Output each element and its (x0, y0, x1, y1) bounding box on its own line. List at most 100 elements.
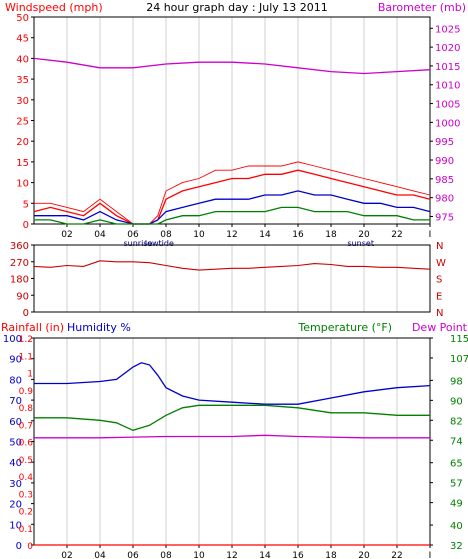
humidity-ytick-label: 80 (9, 375, 22, 386)
rain-ytick-label: 0.9 (19, 387, 34, 397)
temperature-axis-label: Temperature (°F) (297, 321, 392, 334)
series-low (34, 206, 430, 225)
temperature-ytick-label: 82 (450, 416, 463, 427)
temperature-ytick-label: 32 (450, 541, 463, 552)
wind-xtick-label: 20 (358, 230, 370, 240)
wind-xtick-label: 04 (94, 230, 106, 240)
wind-ytick-label: 40 (16, 54, 29, 65)
baro-ytick-label: 1005 (435, 100, 460, 111)
humidity-ytick-label: 90 (9, 355, 22, 366)
rain-ytick-label: 0.6 (19, 439, 34, 449)
rain-ytick-label: 1.1 (19, 352, 33, 362)
rain-ytick-label: 1.2 (19, 335, 33, 345)
chart-title: 24 hour graph day : July 13 2011 (146, 1, 328, 14)
rainfall-axis-label: Rainfall (in) (1, 321, 64, 334)
compass-label: S (436, 275, 442, 286)
compass-label: E (436, 291, 442, 302)
wind-ytick-label: 5 (23, 199, 29, 210)
temperature-ytick-label: 107 (450, 354, 468, 365)
wind-xtick-label: 16 (292, 230, 304, 240)
wind-xtick-label: 10 (193, 230, 205, 240)
temperature-ytick-label: 57 (450, 479, 463, 490)
baro-ytick-label: 1010 (435, 81, 460, 92)
temperature-ytick-label: 65 (450, 459, 463, 470)
humidity-xtick-label: 02 (61, 551, 72, 559)
humidity-xtick-label: 06 (127, 551, 139, 559)
humidity-ytick-label: 10 (9, 520, 22, 531)
baro-ytick-label: 985 (435, 175, 454, 186)
dewpoint-axis-label: Dew Point (412, 321, 468, 334)
humidity-xtick-label: 20 (358, 551, 370, 559)
rain-ytick-label: 0.3 (19, 490, 33, 500)
compass-label: W (436, 258, 446, 269)
wind-ytick-label: 10 (16, 179, 29, 190)
series-windspeed-mph- (33, 169, 431, 225)
wind-xtick-label: 12 (226, 230, 237, 240)
wind-ytick-label: 50 (16, 13, 29, 24)
humidity-xtick-label: 08 (160, 551, 172, 559)
humidity-ytick-label: 40 (9, 458, 22, 469)
sunset-marker: sunset (347, 239, 374, 248)
direction-ytick-label: 0 (23, 308, 29, 319)
humidity-xtick-label: 04 (94, 551, 106, 559)
humidity-ytick-label: 70 (9, 396, 22, 407)
humidity-ytick-label: 100 (3, 334, 22, 345)
rain-ytick-label: 0.7 (19, 421, 33, 431)
lowtide-marker: lowtide (145, 239, 174, 248)
humidity-xtick-label: 22 (391, 551, 402, 559)
series-humidity- (34, 362, 431, 405)
baro-ytick-label: 990 (435, 156, 454, 167)
direction-ytick-label: 90 (16, 291, 29, 302)
series-average (34, 190, 431, 225)
baro-ytick-label: 1000 (435, 118, 460, 129)
series-gust (34, 161, 431, 225)
rain-ytick-label: 0 (27, 542, 33, 552)
direction-ytick-label: 360 (10, 241, 29, 252)
wind-ytick-label: 30 (16, 96, 29, 107)
wind-ytick-label: 45 (16, 34, 29, 45)
baro-ytick-label: 995 (435, 137, 454, 148)
wind-xtick-label: 18 (325, 230, 337, 240)
rain-ytick-label: 0.5 (19, 456, 33, 466)
wind-xtick-label: 14 (259, 230, 271, 240)
humidity-ytick-label: 50 (9, 438, 22, 449)
temperature-ytick-label: 74 (450, 436, 463, 447)
wind-ytick-label: 20 (16, 137, 29, 148)
baro-ytick-label: 980 (435, 194, 454, 205)
sunrise-marker: sunrise (123, 239, 152, 248)
humidity-xtick-label: 10 (193, 551, 205, 559)
temperature-ytick-label: 90 (450, 396, 463, 407)
plot-panels: 5045403530252015105010251020101510101005… (3, 13, 468, 559)
wind-panel: 5045403530252015105010251020101510101005… (16, 13, 460, 248)
direction-ytick-label: 180 (10, 275, 29, 286)
humidity-ytick-label: 20 (9, 500, 22, 511)
rain-ytick-label: 0.8 (19, 404, 34, 414)
rain-ytick-label: 1 (27, 370, 33, 380)
humidity-panel: 10090807060504030201001.21.110.90.80.70.… (3, 334, 468, 559)
wind-xtick-label: 08 (160, 230, 172, 240)
rain-ytick-label: 0.1 (19, 525, 33, 535)
wind-xtick-label: 06 (127, 230, 139, 240)
barometer-axis-label: Barometer (mb) (378, 1, 466, 14)
series-temperature-f- (34, 404, 430, 431)
baro-ytick-label: 975 (435, 212, 454, 223)
humidity-xtick-label: 12 (226, 551, 237, 559)
humidity-ytick-label: 0 (16, 541, 22, 552)
compass-label: N (436, 308, 443, 319)
rain-ytick-label: 0.4 (19, 473, 34, 483)
wind-ytick-label: 25 (16, 117, 29, 128)
humidity-xtick-label: I (429, 551, 432, 559)
humidity-axis-label: Humidity % (67, 321, 131, 334)
series-wind-direction (33, 260, 431, 271)
humidity-ytick-label: 30 (9, 479, 22, 490)
compass-label: N (436, 241, 443, 252)
wind-ytick-label: 15 (16, 158, 29, 169)
temperature-ytick-label: 49 (450, 499, 463, 510)
humidity-ytick-label: 60 (9, 417, 22, 428)
series-dew-point (34, 434, 430, 439)
rain-ytick-label: 0.2 (19, 508, 33, 518)
humidity-xtick-label: 14 (259, 551, 271, 559)
